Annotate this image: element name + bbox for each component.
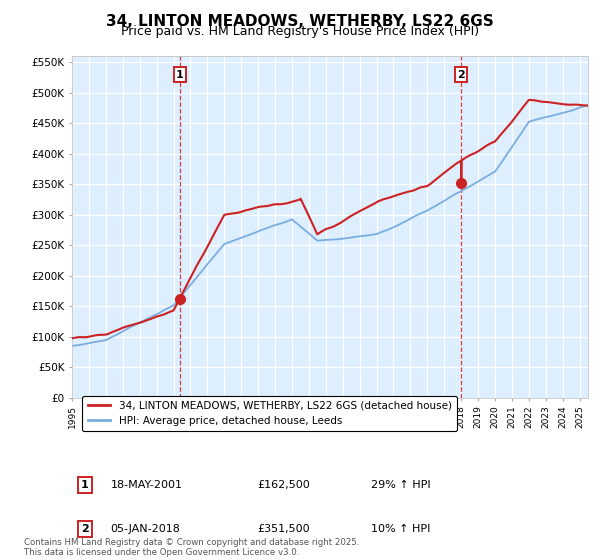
Text: 2: 2	[81, 524, 89, 534]
Text: Contains HM Land Registry data © Crown copyright and database right 2025.
This d: Contains HM Land Registry data © Crown c…	[24, 538, 359, 557]
Text: £351,500: £351,500	[258, 524, 310, 534]
Text: 34, LINTON MEADOWS, WETHERBY, LS22 6GS: 34, LINTON MEADOWS, WETHERBY, LS22 6GS	[106, 14, 494, 29]
Text: 10% ↑ HPI: 10% ↑ HPI	[371, 524, 431, 534]
Legend: 34, LINTON MEADOWS, WETHERBY, LS22 6GS (detached house), HPI: Average price, det: 34, LINTON MEADOWS, WETHERBY, LS22 6GS (…	[82, 396, 457, 431]
Text: 05-JAN-2018: 05-JAN-2018	[110, 524, 181, 534]
Text: £162,500: £162,500	[258, 480, 311, 490]
Text: 2: 2	[457, 69, 465, 80]
Text: 1: 1	[176, 69, 184, 80]
Text: Price paid vs. HM Land Registry's House Price Index (HPI): Price paid vs. HM Land Registry's House …	[121, 25, 479, 38]
Text: 29% ↑ HPI: 29% ↑ HPI	[371, 480, 431, 490]
Text: 18-MAY-2001: 18-MAY-2001	[110, 480, 182, 490]
Text: 1: 1	[81, 480, 89, 490]
